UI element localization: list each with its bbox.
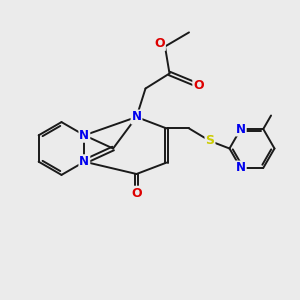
Text: N: N (80, 129, 89, 142)
Text: N: N (131, 110, 142, 124)
Text: S: S (206, 134, 214, 148)
Text: N: N (236, 161, 246, 175)
Text: O: O (131, 187, 142, 200)
Text: N: N (236, 122, 246, 136)
Text: O: O (193, 79, 204, 92)
Text: O: O (154, 37, 165, 50)
Text: N: N (80, 155, 89, 168)
